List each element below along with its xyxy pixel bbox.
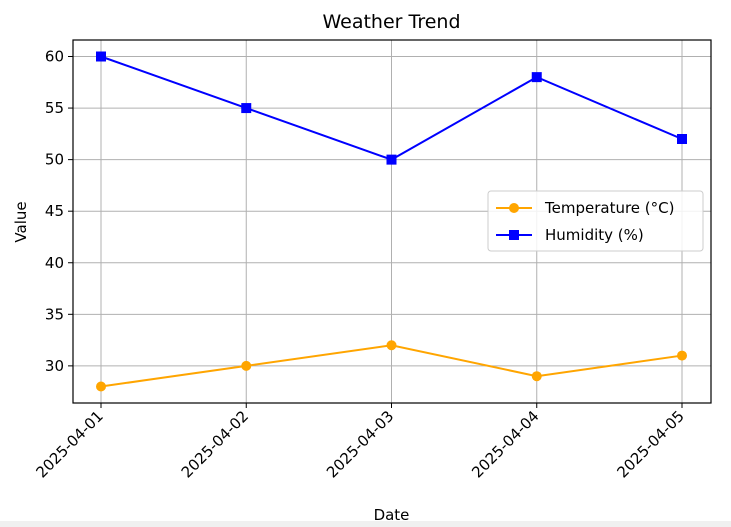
humidity-point <box>241 103 252 114</box>
temperature-point <box>96 381 106 392</box>
humidity-legend-point <box>509 230 519 240</box>
temperature-series <box>96 340 687 392</box>
x-tick-label: 2025-04-01 <box>32 407 106 481</box>
y-tick-label: 30 <box>45 357 64 375</box>
humidity-legend-label: Humidity (%) <box>545 226 644 244</box>
x-axis: 2025-04-01 2025-04-02 2025-04-03 2025-04-04… <box>32 403 688 481</box>
y-tick-label: 55 <box>45 99 64 117</box>
temperature-point <box>386 340 397 351</box>
y-tick-label: 60 <box>45 48 64 66</box>
x-tick-label: 2025-04-03 <box>323 407 397 481</box>
bottom-strip <box>0 521 731 527</box>
temperature-point <box>531 371 542 382</box>
x-axis-label: Date <box>374 506 410 524</box>
y-axis: 30 35 40 45 50 55 60 <box>45 48 73 375</box>
temperature-point <box>241 360 252 371</box>
humidity-point <box>96 51 106 62</box>
temperature-legend-label: Temperature (°C) <box>544 199 674 217</box>
x-tick-label: 2025-04-05 <box>613 407 687 481</box>
humidity-point <box>531 72 542 83</box>
x-tick-label: 2025-04-02 <box>178 407 252 481</box>
temperature-legend-point <box>509 203 519 213</box>
humidity-point <box>677 134 687 144</box>
legend-box <box>487 190 704 252</box>
legend: Temperature (°C) Humidity (%) <box>487 190 704 252</box>
humidity-series <box>96 51 687 165</box>
x-tick-label: 2025-04-04 <box>468 407 542 481</box>
y-tick-label: 35 <box>45 305 64 323</box>
y-tick-label: 40 <box>45 254 64 272</box>
y-axis-label: Value <box>12 201 30 242</box>
chart-title: Weather Trend <box>322 11 460 33</box>
y-tick-label: 50 <box>45 151 64 169</box>
y-tick-label: 45 <box>45 202 64 220</box>
temperature-point <box>677 350 687 361</box>
humidity-point <box>386 154 397 165</box>
series-layer <box>96 51 687 392</box>
